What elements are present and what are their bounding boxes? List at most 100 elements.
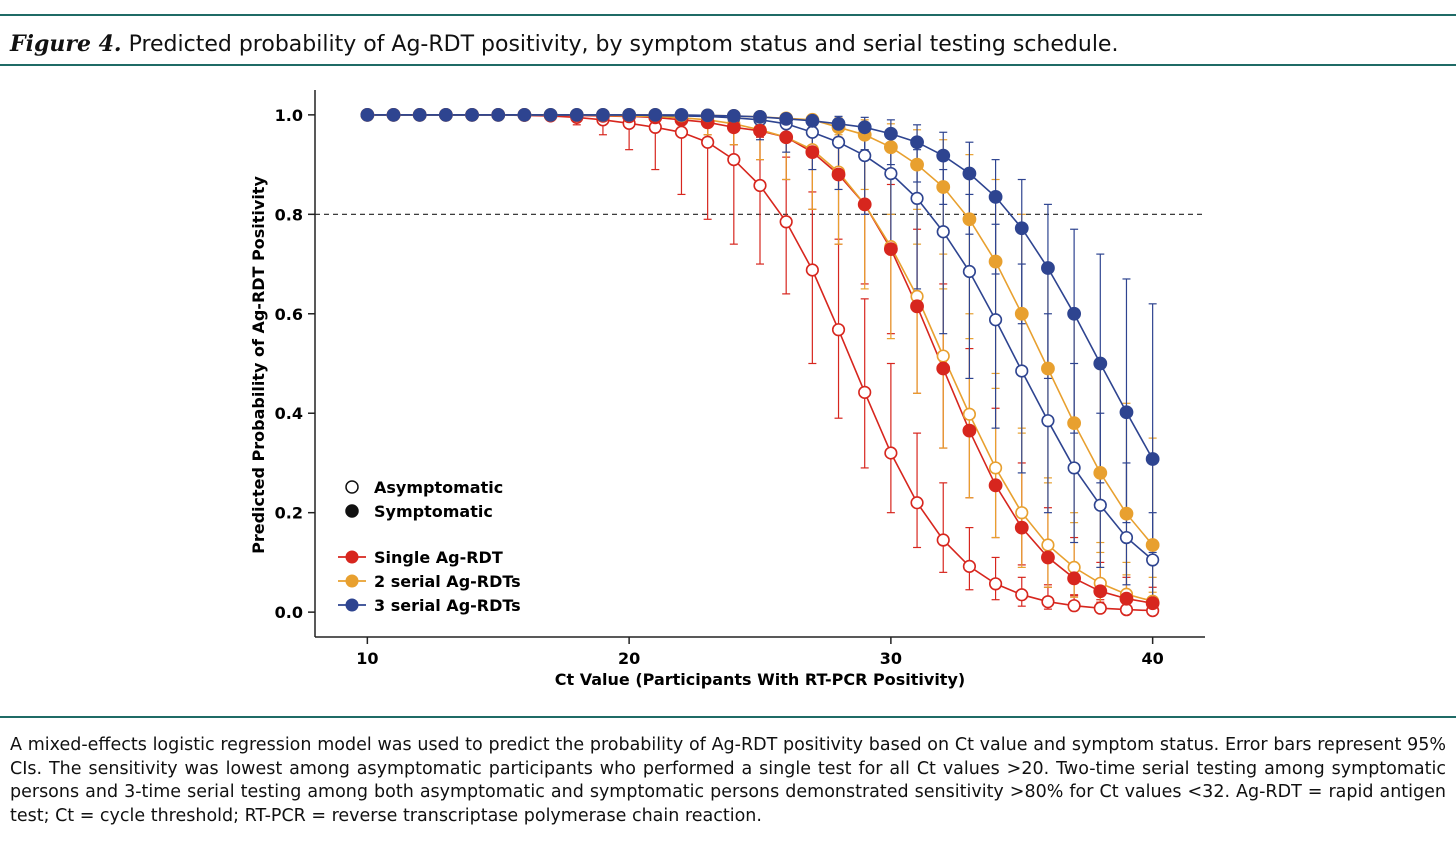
figure-label: Figure 4. [10, 31, 122, 57]
data-point-3-serial-ag-rdts-asymptomatic [858, 149, 872, 163]
data-point-single-ag-rdt-asymptomatic [1015, 588, 1029, 602]
data-point-3-serial-ag-rdts-asymptomatic [805, 125, 819, 139]
data-point-3-serial-ag-rdts-asymptomatic [1067, 461, 1081, 475]
figure-caption: A mixed-effects logistic regression mode… [10, 735, 1446, 826]
data-point-single-ag-rdt-asymptomatic [1041, 595, 1055, 609]
data-point-3-serial-ag-rdts-symptomatic [857, 120, 872, 135]
legend: Asymptomatic Symptomatic Single Ag-RDT 2 se… [338, 478, 521, 615]
data-point-single-ag-rdt-asymptomatic [753, 178, 767, 193]
data-point-2-serial-ag-rdts-asymptomatic [936, 349, 950, 363]
data-point-2-serial-ag-rdts-asymptomatic [1041, 538, 1055, 552]
data-point-3-serial-ag-rdts-symptomatic [517, 107, 532, 122]
legend-label-asymptomatic: Asymptomatic [374, 478, 503, 497]
data-point-3-serial-ag-rdts-symptomatic [360, 107, 375, 122]
data-point-2-serial-ag-rdts-symptomatic [1093, 466, 1108, 480]
data-point-3-serial-ag-rdts-symptomatic [412, 107, 427, 122]
data-point-single-ag-rdt-asymptomatic [779, 215, 793, 229]
data-point-single-ag-rdt-symptomatic [1119, 591, 1134, 606]
x-axis-label: Ct Value (Participants With RT-PCR Posit… [555, 670, 965, 689]
data-point-3-serial-ag-rdts-asymptomatic [910, 191, 924, 206]
data-point-single-ag-rdt-asymptomatic [858, 385, 872, 399]
data-point-single-ag-rdt-asymptomatic [884, 446, 898, 460]
data-point-2-serial-ag-rdts-symptomatic [1014, 306, 1029, 321]
y-tick-label: 0.6 [275, 305, 303, 324]
data-point-3-serial-ag-rdts-asymptomatic [831, 135, 846, 149]
data-point-single-ag-rdt-symptomatic [962, 423, 977, 438]
y-tick-layer: 0.0 0.2 0.4 0.6 0.8 1.0 [275, 106, 315, 622]
data-point-single-ag-rdt-symptomatic [988, 478, 1003, 493]
data-point-3-serial-ag-rdts-symptomatic [491, 107, 506, 122]
data-point-3-serial-ag-rdts-symptomatic [543, 107, 558, 122]
data-point-3-serial-ag-rdts-asymptomatic [936, 225, 950, 239]
data-point-single-ag-rdt-symptomatic [1014, 520, 1029, 535]
line-chart: 0.0 0.2 0.4 0.6 0.8 1.0 10 20 30 40 Ct Value (Pa… [249, 90, 1205, 689]
data-point-3-serial-ag-rdts-symptomatic [648, 107, 663, 122]
y-tick-label: 0.0 [275, 603, 303, 622]
data-point-single-ag-rdt-symptomatic [910, 299, 924, 314]
x-tick-label: 30 [880, 649, 902, 668]
data-point-3-serial-ag-rdts-symptomatic [596, 107, 610, 122]
legend-dot-3-serial-ag-rdts [345, 598, 359, 612]
data-point-2-serial-ag-rdts-symptomatic [962, 212, 977, 227]
data-point-single-ag-rdt-asymptomatic [674, 125, 689, 139]
data-point-2-serial-ag-rdts-symptomatic [988, 254, 1003, 269]
legend-label-symptomatic: Symptomatic [374, 502, 493, 521]
top-rule [0, 14, 1456, 16]
data-point-single-ag-rdt-asymptomatic [936, 533, 950, 547]
figure-title: Figure 4. Predicted probability of Ag-RD… [10, 31, 1118, 57]
data-point-layer [360, 107, 1160, 618]
data-point-3-serial-ag-rdts-symptomatic [936, 148, 951, 163]
data-point-2-serial-ag-rdts-symptomatic [1145, 538, 1160, 552]
data-point-3-serial-ag-rdts-asymptomatic [884, 166, 898, 181]
data-point-3-serial-ag-rdts-symptomatic [753, 109, 767, 124]
error-bar-layer [520, 114, 1157, 613]
data-point-3-serial-ag-rdts-symptomatic [1119, 405, 1134, 420]
data-point-2-serial-ag-rdts-symptomatic [910, 157, 924, 172]
data-point-3-serial-ag-rdts-symptomatic [779, 111, 794, 126]
data-point-3-serial-ag-rdts-symptomatic [883, 126, 898, 141]
data-point-2-serial-ag-rdts-asymptomatic [962, 407, 977, 421]
x-tick-label: 10 [356, 649, 378, 668]
data-point-3-serial-ag-rdts-asymptomatic [1093, 498, 1107, 512]
data-point-single-ag-rdt-asymptomatic [910, 496, 924, 510]
data-point-2-serial-ag-rdts-symptomatic [883, 140, 898, 155]
y-tick-label: 0.2 [275, 504, 303, 523]
y-tick-label: 1.0 [275, 106, 303, 125]
data-point-3-serial-ag-rdts-symptomatic [465, 107, 479, 122]
data-point-2-serial-ag-rdts-symptomatic [1041, 361, 1055, 376]
legend-label-3-serial-ag-rdts: 3 serial Ag-RDTs [374, 596, 521, 615]
data-point-3-serial-ag-rdts-symptomatic [674, 107, 689, 122]
data-point-3-serial-ag-rdts-symptomatic [805, 113, 820, 128]
data-point-single-ag-rdt-symptomatic [726, 120, 741, 135]
data-point-3-serial-ag-rdts-symptomatic [622, 107, 637, 122]
data-point-2-serial-ag-rdts-symptomatic [1119, 506, 1134, 521]
data-point-3-serial-ag-rdts-asymptomatic [988, 313, 1003, 327]
data-point-single-ag-rdt-symptomatic [1067, 571, 1082, 586]
data-point-single-ag-rdt-asymptomatic [1067, 599, 1081, 613]
data-point-3-serial-ag-rdts-symptomatic [1067, 306, 1082, 321]
data-point-single-ag-rdt-symptomatic [883, 242, 898, 257]
data-point-3-serial-ag-rdts-symptomatic [726, 108, 741, 123]
data-point-3-serial-ag-rdts-symptomatic [962, 166, 977, 181]
y-tick-label: 0.4 [275, 404, 303, 423]
legend-dot-2-serial-ag-rdts [345, 574, 359, 588]
legend-label-single-ag-rdt: Single Ag-RDT [374, 548, 503, 567]
title-rule [0, 64, 1456, 66]
data-point-3-serial-ag-rdts-symptomatic [910, 135, 924, 150]
data-point-single-ag-rdt-asymptomatic [988, 577, 1003, 591]
data-point-3-serial-ag-rdts-symptomatic [1041, 261, 1055, 275]
x-tick-label: 40 [1142, 649, 1164, 668]
data-point-single-ag-rdt-symptomatic [805, 145, 820, 160]
data-point-3-serial-ag-rdts-asymptomatic [1146, 553, 1160, 567]
legend-label-2-serial-ag-rdts: 2 serial Ag-RDTs [374, 572, 521, 591]
legend-marker-asymptomatic [345, 480, 359, 494]
data-point-single-ag-rdt-asymptomatic [962, 559, 977, 573]
data-point-3-serial-ag-rdts-symptomatic [831, 116, 846, 131]
legend-dot-single-ag-rdt [345, 550, 359, 564]
data-point-single-ag-rdt-asymptomatic [727, 153, 741, 167]
data-point-2-serial-ag-rdts-symptomatic [936, 180, 951, 194]
y-tick-label: 0.8 [275, 205, 303, 224]
data-point-3-serial-ag-rdts-asymptomatic [1015, 364, 1029, 378]
legend-marker-symptomatic [345, 504, 359, 518]
data-point-3-serial-ag-rdts-symptomatic [1093, 356, 1108, 371]
